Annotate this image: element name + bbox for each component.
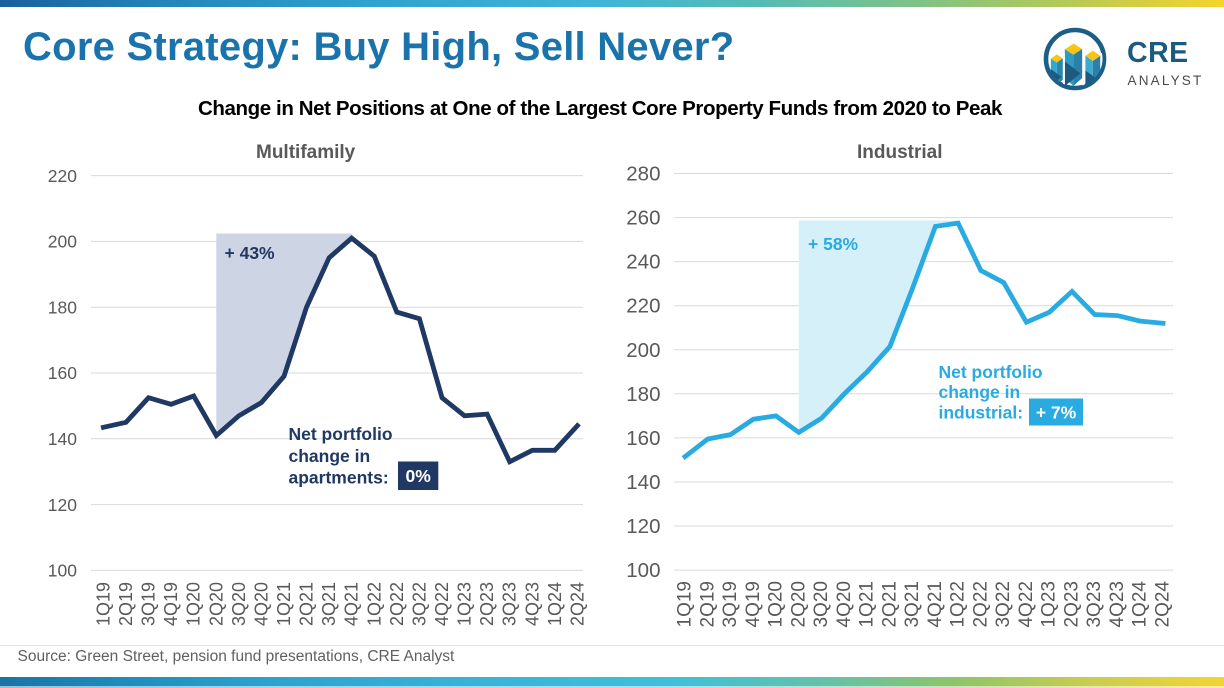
svg-text:1Q19: 1Q19 xyxy=(93,582,113,626)
svg-text:0%: 0% xyxy=(406,466,432,486)
svg-text:4Q22: 4Q22 xyxy=(1016,581,1037,627)
svg-text:3Q19: 3Q19 xyxy=(139,582,159,626)
svg-text:1Q21: 1Q21 xyxy=(274,582,294,626)
svg-text:2Q21: 2Q21 xyxy=(297,582,317,626)
svg-text:4Q23: 4Q23 xyxy=(1107,581,1128,627)
svg-text:260: 260 xyxy=(626,207,660,230)
svg-text:+ 43%: + 43% xyxy=(225,243,276,263)
svg-text:change in: change in xyxy=(939,382,1021,402)
svg-text:4Q19: 4Q19 xyxy=(161,582,181,626)
svg-text:1Q23: 1Q23 xyxy=(1039,581,1060,627)
svg-text:1Q24: 1Q24 xyxy=(545,582,565,626)
svg-text:160: 160 xyxy=(48,363,77,383)
svg-text:2Q20: 2Q20 xyxy=(788,581,809,627)
svg-text:240: 240 xyxy=(626,251,660,274)
svg-text:2Q24: 2Q24 xyxy=(1153,581,1174,628)
svg-text:3Q21: 3Q21 xyxy=(319,582,339,626)
svg-text:4Q20: 4Q20 xyxy=(251,582,271,626)
svg-text:4Q22: 4Q22 xyxy=(432,582,452,626)
svg-text:4Q19: 4Q19 xyxy=(743,581,764,627)
svg-text:2Q23: 2Q23 xyxy=(1062,581,1083,627)
svg-text:1Q24: 1Q24 xyxy=(1130,581,1151,628)
svg-text:1Q22: 1Q22 xyxy=(364,582,384,626)
svg-text:100: 100 xyxy=(626,559,660,582)
svg-text:160: 160 xyxy=(626,427,660,450)
svg-text:2Q24: 2Q24 xyxy=(567,582,587,626)
svg-text:2Q21: 2Q21 xyxy=(879,581,900,627)
svg-text:120: 120 xyxy=(48,495,77,515)
svg-text:+ 7%: + 7% xyxy=(1036,402,1077,422)
svg-text:220: 220 xyxy=(626,295,660,318)
svg-text:3Q19: 3Q19 xyxy=(720,581,741,627)
svg-text:Net portfolio: Net portfolio xyxy=(939,362,1043,382)
svg-text:2Q23: 2Q23 xyxy=(477,582,497,626)
svg-text:CRE: CRE xyxy=(1127,37,1189,69)
svg-text:2Q22: 2Q22 xyxy=(970,581,991,627)
svg-text:120: 120 xyxy=(626,515,660,538)
svg-text:180: 180 xyxy=(626,383,660,406)
svg-text:3Q21: 3Q21 xyxy=(902,581,923,627)
svg-text:1Q22: 1Q22 xyxy=(948,581,969,627)
svg-text:3Q23: 3Q23 xyxy=(1084,581,1105,627)
svg-text:3Q20: 3Q20 xyxy=(811,581,832,627)
svg-text:4Q21: 4Q21 xyxy=(925,581,946,627)
svg-text:3Q23: 3Q23 xyxy=(500,582,520,626)
svg-text:280: 280 xyxy=(626,163,660,186)
svg-text:2Q22: 2Q22 xyxy=(387,582,407,626)
svg-text:2Q19: 2Q19 xyxy=(116,582,136,626)
svg-text:100: 100 xyxy=(48,561,77,581)
svg-text:4Q23: 4Q23 xyxy=(522,582,542,626)
svg-text:ANALYST: ANALYST xyxy=(1128,73,1204,88)
svg-text:2Q19: 2Q19 xyxy=(697,581,718,627)
svg-text:220: 220 xyxy=(48,166,77,186)
svg-text:1Q19: 1Q19 xyxy=(675,581,696,627)
svg-text:Net portfolio: Net portfolio xyxy=(289,424,393,444)
svg-text:180: 180 xyxy=(48,297,77,317)
svg-text:1Q21: 1Q21 xyxy=(857,581,878,627)
svg-text:4Q20: 4Q20 xyxy=(834,581,855,627)
svg-text:apartments:: apartments: xyxy=(289,468,389,488)
svg-text:4Q21: 4Q21 xyxy=(342,582,362,626)
svg-text:1Q23: 1Q23 xyxy=(455,582,475,626)
svg-text:1Q20: 1Q20 xyxy=(766,581,787,627)
svg-text:200: 200 xyxy=(48,232,77,252)
svg-text:140: 140 xyxy=(48,429,77,449)
svg-text:industrial:: industrial: xyxy=(939,403,1024,423)
svg-text:3Q22: 3Q22 xyxy=(409,582,429,626)
svg-text:3Q20: 3Q20 xyxy=(229,582,249,626)
svg-text:3Q22: 3Q22 xyxy=(993,581,1014,627)
svg-text:140: 140 xyxy=(626,471,660,494)
svg-text:200: 200 xyxy=(626,339,660,362)
svg-text:1Q20: 1Q20 xyxy=(184,582,204,626)
svg-text:2Q20: 2Q20 xyxy=(206,582,226,626)
svg-text:change in: change in xyxy=(289,446,371,466)
svg-text:+ 58%: + 58% xyxy=(808,234,859,254)
